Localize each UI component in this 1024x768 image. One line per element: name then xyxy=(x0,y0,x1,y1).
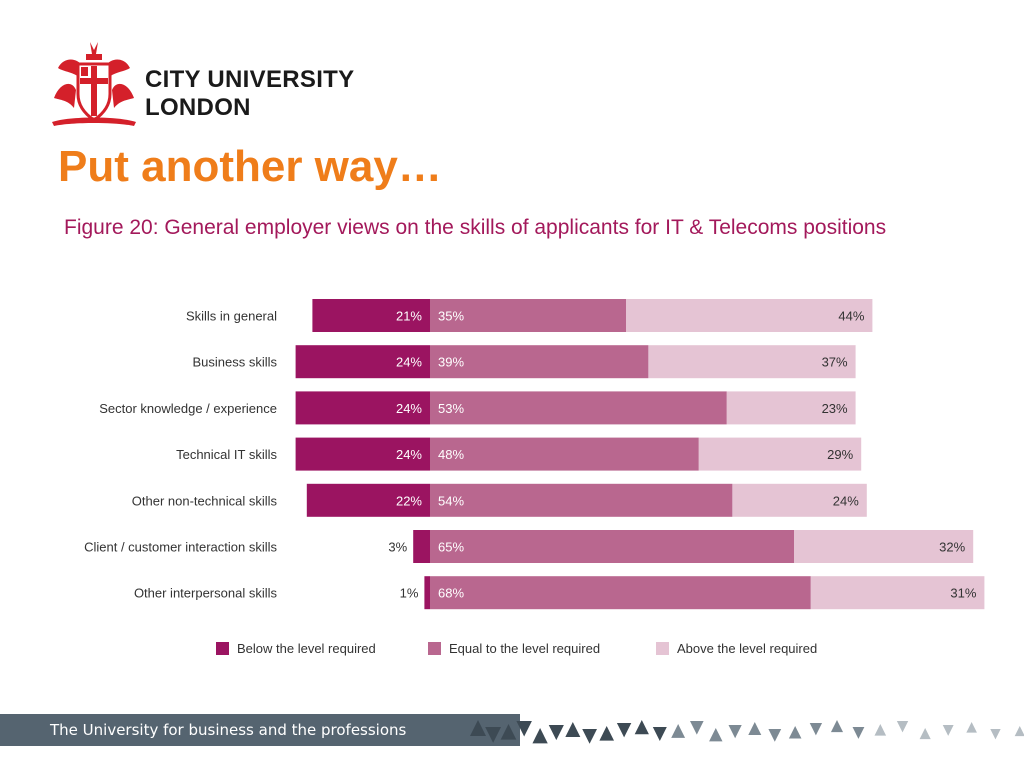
bar-below xyxy=(312,299,430,332)
footer-pattern-shard xyxy=(470,720,486,736)
footer-pattern-shard xyxy=(852,727,865,739)
data-label-equal: 65% xyxy=(438,540,464,555)
data-label-below: 3% xyxy=(388,540,407,555)
footer-pattern-shard xyxy=(671,724,686,738)
footer-pattern-shard xyxy=(599,726,614,741)
footer-pattern-shard xyxy=(966,722,977,733)
bar-above xyxy=(626,299,873,332)
data-label-above: 32% xyxy=(939,540,965,555)
category-label: Client / customer interaction skills xyxy=(84,540,277,555)
footer-pattern-shard xyxy=(485,727,502,743)
data-label-above: 31% xyxy=(950,586,976,601)
footer-pattern-shard xyxy=(582,729,598,744)
bar-equal xyxy=(430,391,727,425)
footer-pattern-shard xyxy=(896,721,909,733)
stacked-bar-chart: Skills in general 21% 35% 44% Business skill… xyxy=(84,299,985,656)
footer-pattern-shard xyxy=(1014,726,1024,737)
bar-equal xyxy=(430,345,649,379)
university-logo: CITY UNIVERSITY LONDON xyxy=(50,38,370,130)
category-label: Other interpersonal skills xyxy=(134,586,278,601)
legend-label: Below the level required xyxy=(237,641,376,656)
bar-below xyxy=(413,530,430,563)
footer-pattern-shard xyxy=(532,728,548,744)
footer-pattern-shard xyxy=(548,725,564,741)
footer-pattern-shard xyxy=(942,725,954,736)
data-label-equal: 53% xyxy=(438,401,464,416)
slide-headline: Put another way… xyxy=(58,142,442,191)
bar-equal xyxy=(430,483,733,517)
data-label-equal: 35% xyxy=(438,309,464,324)
footer-pattern-shard xyxy=(616,723,632,738)
category-label: Technical IT skills xyxy=(176,447,277,462)
footer-pattern-shard xyxy=(516,721,532,737)
footer-tagline: The University for business and the prof… xyxy=(50,721,407,739)
legend-swatch xyxy=(216,642,229,655)
legend-swatch xyxy=(428,642,441,655)
footer-pattern-shard xyxy=(874,724,887,736)
footer-pattern-shard xyxy=(788,726,802,739)
data-label-below: 21% xyxy=(396,309,422,324)
legend-swatch xyxy=(656,642,669,655)
footer-pattern-shard xyxy=(652,727,667,742)
university-name-line1: CITY UNIVERSITY xyxy=(145,66,355,93)
footer-pattern-shard xyxy=(809,723,823,736)
data-label-equal: 39% xyxy=(438,355,464,370)
data-label-below: 22% xyxy=(396,493,422,508)
data-label-equal: 48% xyxy=(438,447,464,462)
footer-pattern-shard xyxy=(565,722,581,737)
bar-below xyxy=(295,437,430,471)
footer-pattern-shard xyxy=(689,721,704,735)
category-label: Skills in general xyxy=(186,309,277,324)
university-name: CITY UNIVERSITY LONDON xyxy=(145,66,354,122)
data-label-above: 37% xyxy=(822,355,848,370)
bar-above xyxy=(726,391,856,425)
data-label-above: 44% xyxy=(838,309,864,324)
data-label-above: 23% xyxy=(822,401,848,416)
footer-pattern-shard xyxy=(919,728,931,740)
footer-pattern xyxy=(470,720,1024,744)
data-label-equal: 54% xyxy=(438,493,464,508)
footer-pattern-shard xyxy=(830,720,844,733)
data-label-below: 1% xyxy=(400,586,419,601)
footer-pattern-shard xyxy=(500,724,517,740)
legend-label: Equal to the level required xyxy=(449,641,600,656)
category-label: Business skills xyxy=(192,355,277,370)
footer-pattern-shard xyxy=(728,725,742,739)
footer-band xyxy=(0,714,520,746)
footer-pattern-shard xyxy=(990,729,1001,740)
footer-pattern-shard xyxy=(709,728,723,742)
legend-label: Above the level required xyxy=(677,641,817,656)
data-label-below: 24% xyxy=(396,447,422,462)
figure-title: Figure 20: General employer views on the… xyxy=(64,216,887,239)
bar-equal xyxy=(430,530,794,563)
category-label: Other non-technical skills xyxy=(132,493,278,508)
data-label-below: 24% xyxy=(396,401,422,416)
footer-pattern-shard xyxy=(634,720,649,735)
bar-equal xyxy=(430,437,699,471)
data-label-above: 24% xyxy=(833,493,859,508)
bar-below xyxy=(424,576,430,610)
bar-below xyxy=(306,483,430,517)
data-label-below: 24% xyxy=(396,355,422,370)
footer-pattern-shard xyxy=(748,722,762,735)
bar-above xyxy=(810,576,985,610)
bar-above xyxy=(698,437,862,471)
bar-below xyxy=(295,391,430,425)
coat-of-arms-icon xyxy=(52,42,136,126)
footer-pattern-shard xyxy=(768,729,782,742)
bar-above xyxy=(732,483,867,517)
data-label-above: 29% xyxy=(827,447,853,462)
bar-equal xyxy=(430,576,811,610)
university-name-line2: LONDON xyxy=(145,94,251,121)
category-label: Sector knowledge / experience xyxy=(99,401,277,416)
footer: The University for business and the prof… xyxy=(0,714,1024,746)
data-label-equal: 68% xyxy=(438,586,464,601)
bar-above xyxy=(648,345,856,379)
bar-above xyxy=(794,530,974,563)
bar-equal xyxy=(430,299,626,332)
bar-below xyxy=(295,345,430,379)
